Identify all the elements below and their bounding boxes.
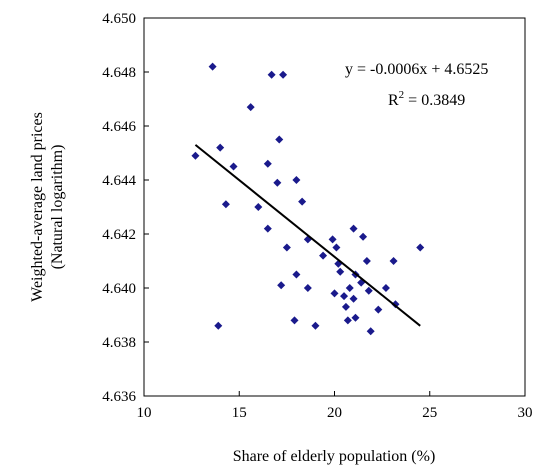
y-axis-ticks: 4.636 4.638 4.640 4.642 4.644 4.646 4.648 4.650 [102, 11, 149, 405]
data-point [229, 162, 238, 171]
data-point [366, 327, 375, 336]
y-tick-label: 4.648 [102, 65, 136, 81]
x-tick-label: 10 [137, 405, 152, 421]
data-point [292, 176, 301, 184]
trendline [194, 144, 421, 327]
x-tick-label: 15 [232, 405, 247, 421]
y-tick-label: 4.638 [102, 335, 136, 351]
y-axis-title-line1: Weighted-average land prices [29, 112, 46, 302]
data-point [208, 62, 217, 71]
data-point [292, 270, 301, 279]
data-point [330, 289, 339, 298]
regression-equation: y = -0.0006x + 4.6525 [345, 61, 488, 78]
data-point [416, 243, 425, 252]
x-tick-label: 30 [518, 405, 533, 421]
x-tick-label: 25 [422, 405, 437, 421]
data-point [221, 200, 230, 209]
y-tick-label: 4.650 [102, 11, 136, 27]
data-point [336, 267, 345, 276]
data-point [246, 103, 255, 112]
data-point [364, 286, 373, 295]
y-tick-label: 4.642 [102, 227, 136, 243]
data-point [311, 321, 320, 330]
y-axis-title-line2: (Natural logarithm) [49, 145, 66, 270]
data-point [349, 224, 358, 233]
data-point [319, 251, 328, 260]
data-point [343, 316, 352, 325]
data-point [273, 178, 282, 187]
data-point [349, 294, 358, 303]
data-point [341, 302, 350, 311]
x-axis-title: Share of elderly population (%) [233, 448, 436, 465]
data-point [279, 70, 288, 79]
plot-area [143, 17, 526, 397]
y-tick-label: 4.644 [102, 173, 136, 189]
data-point [332, 243, 341, 252]
y-tick-label: 4.646 [102, 119, 136, 135]
data-point [374, 305, 383, 314]
data-point [290, 316, 299, 325]
data-point [275, 135, 284, 144]
y-tick-label: 4.640 [102, 281, 136, 297]
data-point [263, 224, 272, 233]
data-point [282, 243, 291, 252]
x-axis-ticks: 10 15 20 25 30 [137, 391, 533, 421]
data-point [340, 292, 349, 301]
data-point [263, 159, 272, 168]
x-tick-label: 20 [327, 405, 342, 421]
data-point [389, 257, 398, 265]
data-point [277, 281, 286, 290]
data-point [267, 70, 276, 79]
data-point [345, 284, 354, 292]
r-squared-exponent: 2 [399, 89, 405, 101]
y-tick-label: 4.636 [102, 389, 136, 405]
data-point [254, 203, 263, 211]
data-point [351, 313, 360, 322]
data-point [359, 232, 368, 241]
data-point [362, 257, 371, 265]
data-point [214, 321, 223, 330]
data-point [191, 151, 200, 160]
r-squared-prefix: R [388, 92, 399, 109]
data-point [303, 284, 312, 292]
data-point [328, 235, 337, 244]
r-squared-value: = 0.3849 [404, 92, 465, 109]
r-squared: R2 = 0.3849 [388, 89, 465, 109]
data-point [381, 284, 390, 292]
data-point [216, 143, 225, 152]
data-point [298, 197, 307, 206]
